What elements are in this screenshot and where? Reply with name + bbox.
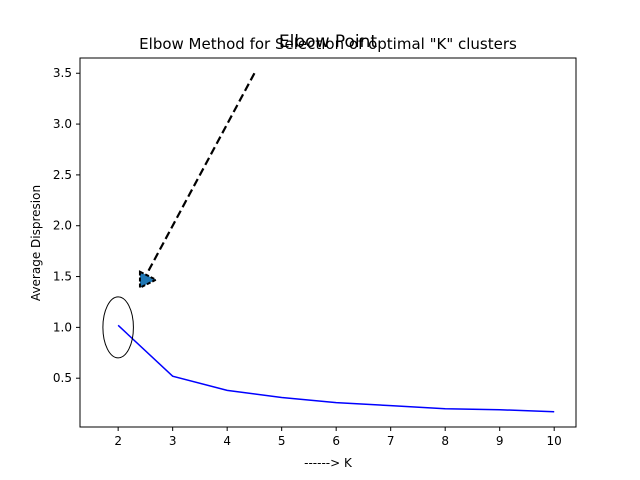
annotation-arrow-head: [138, 270, 159, 290]
elbow-marker-ellipse: [102, 296, 134, 359]
y-tick-label: 2.0: [53, 219, 72, 233]
plot-area: 2 3 4 5 6 7 8 9 10 0.5 1.0 1.5 2.0 2.5 3.0 3.5: [53, 66, 562, 448]
elbow-point-title: Elbow Point: [279, 32, 378, 52]
x-tick-label: 5: [278, 434, 286, 448]
x-tick-label: 6: [332, 434, 340, 448]
y-tick-label: 0.5: [53, 371, 72, 385]
x-tick-label: 3: [169, 434, 177, 448]
chart-title: Elbow Method for Selection of optimal "K…: [139, 35, 517, 53]
y-tick-label: 3.0: [53, 117, 72, 131]
x-tick-label: 2: [114, 434, 122, 448]
annotation-arrow-shaft: [138, 72, 256, 288]
axes-frame: [79, 57, 577, 428]
x-tick-label: 9: [496, 434, 504, 448]
y-tick-label: 2.5: [53, 168, 72, 182]
y-tick-label: 1.5: [53, 270, 72, 284]
x-axis-label: ------> K: [304, 456, 353, 470]
x-tick-label: 4: [223, 434, 231, 448]
x-tick-label: 8: [441, 434, 449, 448]
y-tick-label: 3.5: [53, 66, 72, 80]
y-axis-label: Average Dispresion: [29, 185, 43, 301]
x-tick-label: 10: [547, 434, 562, 448]
x-tick-label: 7: [387, 434, 395, 448]
y-tick-label: 1.0: [53, 320, 72, 334]
